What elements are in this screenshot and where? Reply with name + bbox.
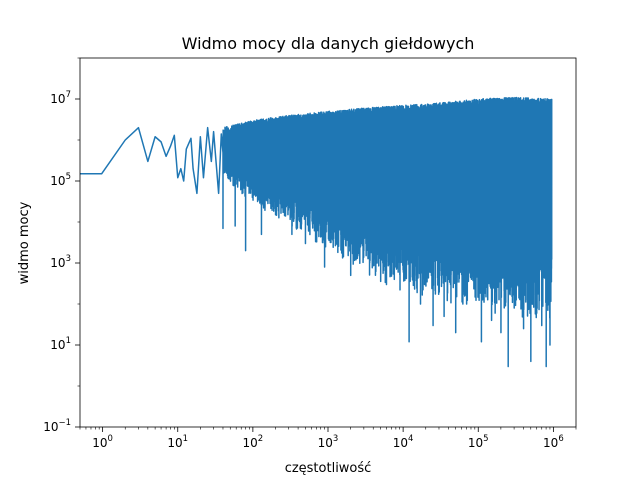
x-tick-label: 100 [92,434,113,450]
chart-title: Widmo mocy dla danych giełdowych [182,34,475,53]
x-tick-label: 101 [167,434,188,450]
y-axis-label: widmo mocy [17,201,32,284]
x-tick-label: 105 [468,434,489,450]
y-tick-label: 101 [50,336,71,352]
y-tick-label: 103 [50,254,71,270]
x-tick-label: 102 [243,434,264,450]
x-tick-label: 103 [318,434,339,450]
plot-area [80,96,553,368]
x-tick-label: 106 [543,434,564,450]
x-axis-label: częstotliwość [285,461,372,476]
x-tick-label: 104 [393,434,414,450]
y-tick-label: 105 [50,172,71,188]
y-tick-label: 107 [50,90,71,106]
power-spectrum-line [80,96,553,368]
y-tick-label: 10−1 [43,418,71,434]
